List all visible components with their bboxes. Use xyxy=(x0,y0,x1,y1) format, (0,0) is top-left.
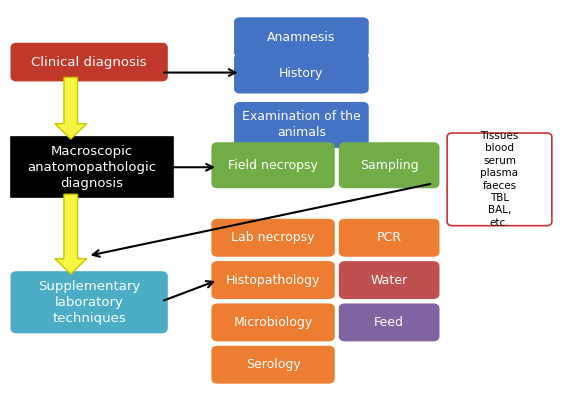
Text: Examination of the
animals: Examination of the animals xyxy=(242,110,361,139)
FancyBboxPatch shape xyxy=(212,220,334,256)
Text: Feed: Feed xyxy=(374,316,404,329)
Text: Field necropsy: Field necropsy xyxy=(228,159,318,172)
Polygon shape xyxy=(55,194,87,274)
FancyBboxPatch shape xyxy=(235,54,368,93)
FancyBboxPatch shape xyxy=(235,103,368,147)
FancyBboxPatch shape xyxy=(235,18,368,56)
FancyBboxPatch shape xyxy=(340,304,439,341)
FancyBboxPatch shape xyxy=(11,44,167,81)
Text: PCR: PCR xyxy=(376,231,402,244)
FancyBboxPatch shape xyxy=(212,262,334,298)
FancyBboxPatch shape xyxy=(212,143,334,187)
FancyBboxPatch shape xyxy=(11,272,167,332)
Text: Clinical diagnosis: Clinical diagnosis xyxy=(31,56,147,69)
Text: Tissues
blood
serum
plasma
faeces
TBL
BAL,
etc.: Tissues blood serum plasma faeces TBL BA… xyxy=(481,131,518,228)
Text: Water: Water xyxy=(371,274,408,287)
FancyBboxPatch shape xyxy=(11,137,173,197)
Text: Supplementary
laboratory
techniques: Supplementary laboratory techniques xyxy=(38,280,140,325)
FancyBboxPatch shape xyxy=(447,133,552,226)
Text: Sampling: Sampling xyxy=(360,159,418,172)
Text: Anamnesis: Anamnesis xyxy=(267,31,336,44)
Text: Microbiology: Microbiology xyxy=(233,316,313,329)
FancyBboxPatch shape xyxy=(212,347,334,383)
FancyBboxPatch shape xyxy=(340,220,439,256)
FancyBboxPatch shape xyxy=(340,262,439,298)
FancyBboxPatch shape xyxy=(212,304,334,341)
Text: Histopathology: Histopathology xyxy=(226,274,320,287)
Text: History: History xyxy=(279,67,324,80)
Text: Macroscopic
anatomopathologic
diagnosis: Macroscopic anatomopathologic diagnosis xyxy=(27,145,157,190)
Polygon shape xyxy=(55,77,87,139)
Text: Lab necropsy: Lab necropsy xyxy=(231,231,315,244)
Text: Serology: Serology xyxy=(246,358,301,371)
FancyBboxPatch shape xyxy=(340,143,439,187)
